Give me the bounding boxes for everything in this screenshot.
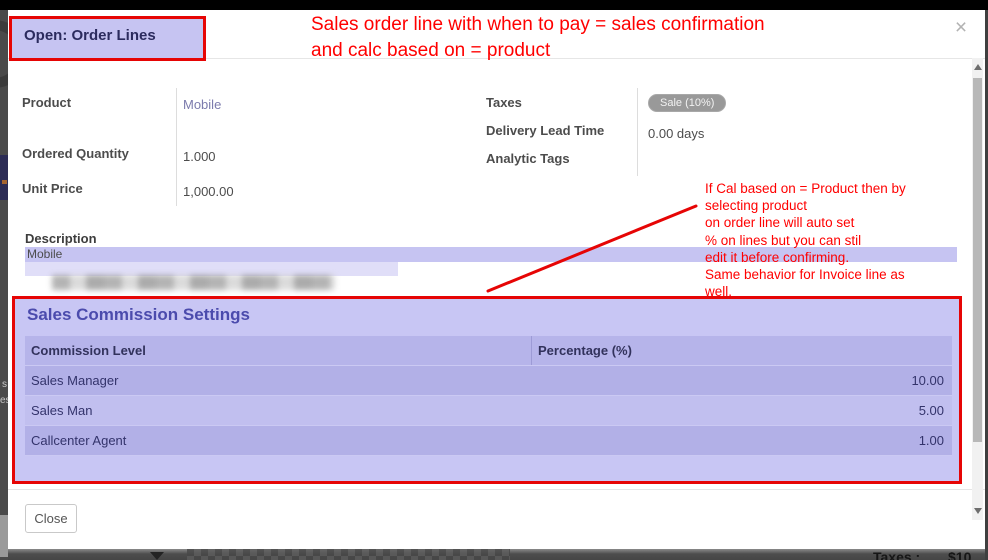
description-label: Description xyxy=(25,231,97,246)
annotation-line: edit it before confirming. xyxy=(705,249,850,265)
annotation-line: If Cal based on = Product then by xyxy=(705,181,906,196)
background-text-fragment: s xyxy=(2,379,7,390)
delivery-lead-time-value: 0.00 days xyxy=(648,126,705,141)
commission-level-cell: Sales Manager xyxy=(31,373,119,388)
background-avatar-circle xyxy=(0,20,8,88)
close-icon[interactable]: × xyxy=(954,16,968,39)
table-row[interactable]: Sales Manager 10.00 xyxy=(25,366,952,396)
annotation-line: selecting product xyxy=(705,198,808,214)
column-header-percentage: Percentage (%) xyxy=(531,336,952,365)
annotation-line: on order line will auto set xyxy=(705,215,855,231)
background-right-strip xyxy=(985,10,988,560)
description-line-highlight2 xyxy=(25,262,398,276)
ordered-quantity-value: 1.000 xyxy=(183,149,216,164)
annotation-top-note: Sales order line with when to pay = sale… xyxy=(311,12,931,64)
unit-price-label: Unit Price xyxy=(22,181,83,196)
scrollbar-down-icon[interactable] xyxy=(974,508,982,514)
background-bottom-bar: Taxes : $10 xyxy=(8,549,985,560)
order-lines-modal: Open: Order Lines × Sales order line wit… xyxy=(8,10,985,549)
redacted-text-blur xyxy=(52,275,335,290)
product-label: Product xyxy=(22,95,72,110)
sales-commission-title: Sales Commission Settings xyxy=(27,305,250,324)
commission-level-cell: Sales Man xyxy=(31,403,93,418)
percentage-cell: 10.00 xyxy=(911,373,944,388)
background-fragment xyxy=(2,180,7,184)
annotation-line: % on lines but you can stil xyxy=(705,232,862,248)
background-taxes-value: $10 xyxy=(948,549,972,560)
background-left-strip: s es xyxy=(0,10,8,560)
taxes-label: Taxes xyxy=(486,95,522,110)
scrollbar-thumb[interactable] xyxy=(973,78,982,442)
annotation-line: well. xyxy=(705,284,733,300)
percentage-cell: 5.00 xyxy=(918,403,944,418)
commission-table: Commission Level Percentage (%) Sales Ma… xyxy=(25,336,952,456)
sales-commission-section: Sales Commission Settings Commission Lev… xyxy=(12,296,962,484)
dropdown-arrow-icon xyxy=(150,552,164,560)
modal-title-highlight-box: Open: Order Lines xyxy=(9,16,206,61)
header-divider xyxy=(8,58,985,59)
footer-divider xyxy=(8,489,985,490)
table-row[interactable]: Callcenter Agent 1.00 xyxy=(25,426,952,456)
checker-pattern xyxy=(187,549,510,560)
annotation-side-note: If Cal based on = Product then by select… xyxy=(705,180,973,300)
product-value-link[interactable]: Mobile xyxy=(183,97,222,112)
form-separator xyxy=(637,88,638,176)
table-row[interactable]: Sales Man 5.00 xyxy=(25,396,952,426)
percentage-cell: 1.00 xyxy=(918,433,944,448)
close-button[interactable]: Close xyxy=(25,504,77,533)
modal-title: Open: Order Lines xyxy=(24,27,156,44)
analytic-tags-label: Analytic Tags xyxy=(486,151,570,166)
taxes-badge: Sale (10%) xyxy=(648,94,727,112)
background-light-block xyxy=(0,515,8,557)
ordered-quantity-label: Ordered Quantity xyxy=(22,146,129,161)
annotation-line: Same behavior for Invoice line as xyxy=(705,267,905,283)
annotation-line: Sales order line with when to pay = sale… xyxy=(311,14,765,35)
browser-top-bar xyxy=(0,0,988,10)
form-separator xyxy=(176,88,177,206)
unit-price-value: 1,000.00 xyxy=(183,184,234,199)
background-text-fragment: es xyxy=(0,395,8,406)
delivery-lead-time-label: Delivery Lead Time xyxy=(486,123,605,138)
background-taxes-label: Taxes : xyxy=(873,549,921,560)
commission-level-cell: Callcenter Agent xyxy=(31,433,127,448)
annotation-line: and calc based on = product xyxy=(311,40,551,61)
column-header-level: Commission Level xyxy=(31,343,146,358)
commission-table-header: Commission Level Percentage (%) xyxy=(25,336,952,366)
scrollbar-up-icon[interactable] xyxy=(974,64,982,70)
vertical-scrollbar[interactable] xyxy=(972,58,983,520)
background-navy-block xyxy=(0,155,8,200)
